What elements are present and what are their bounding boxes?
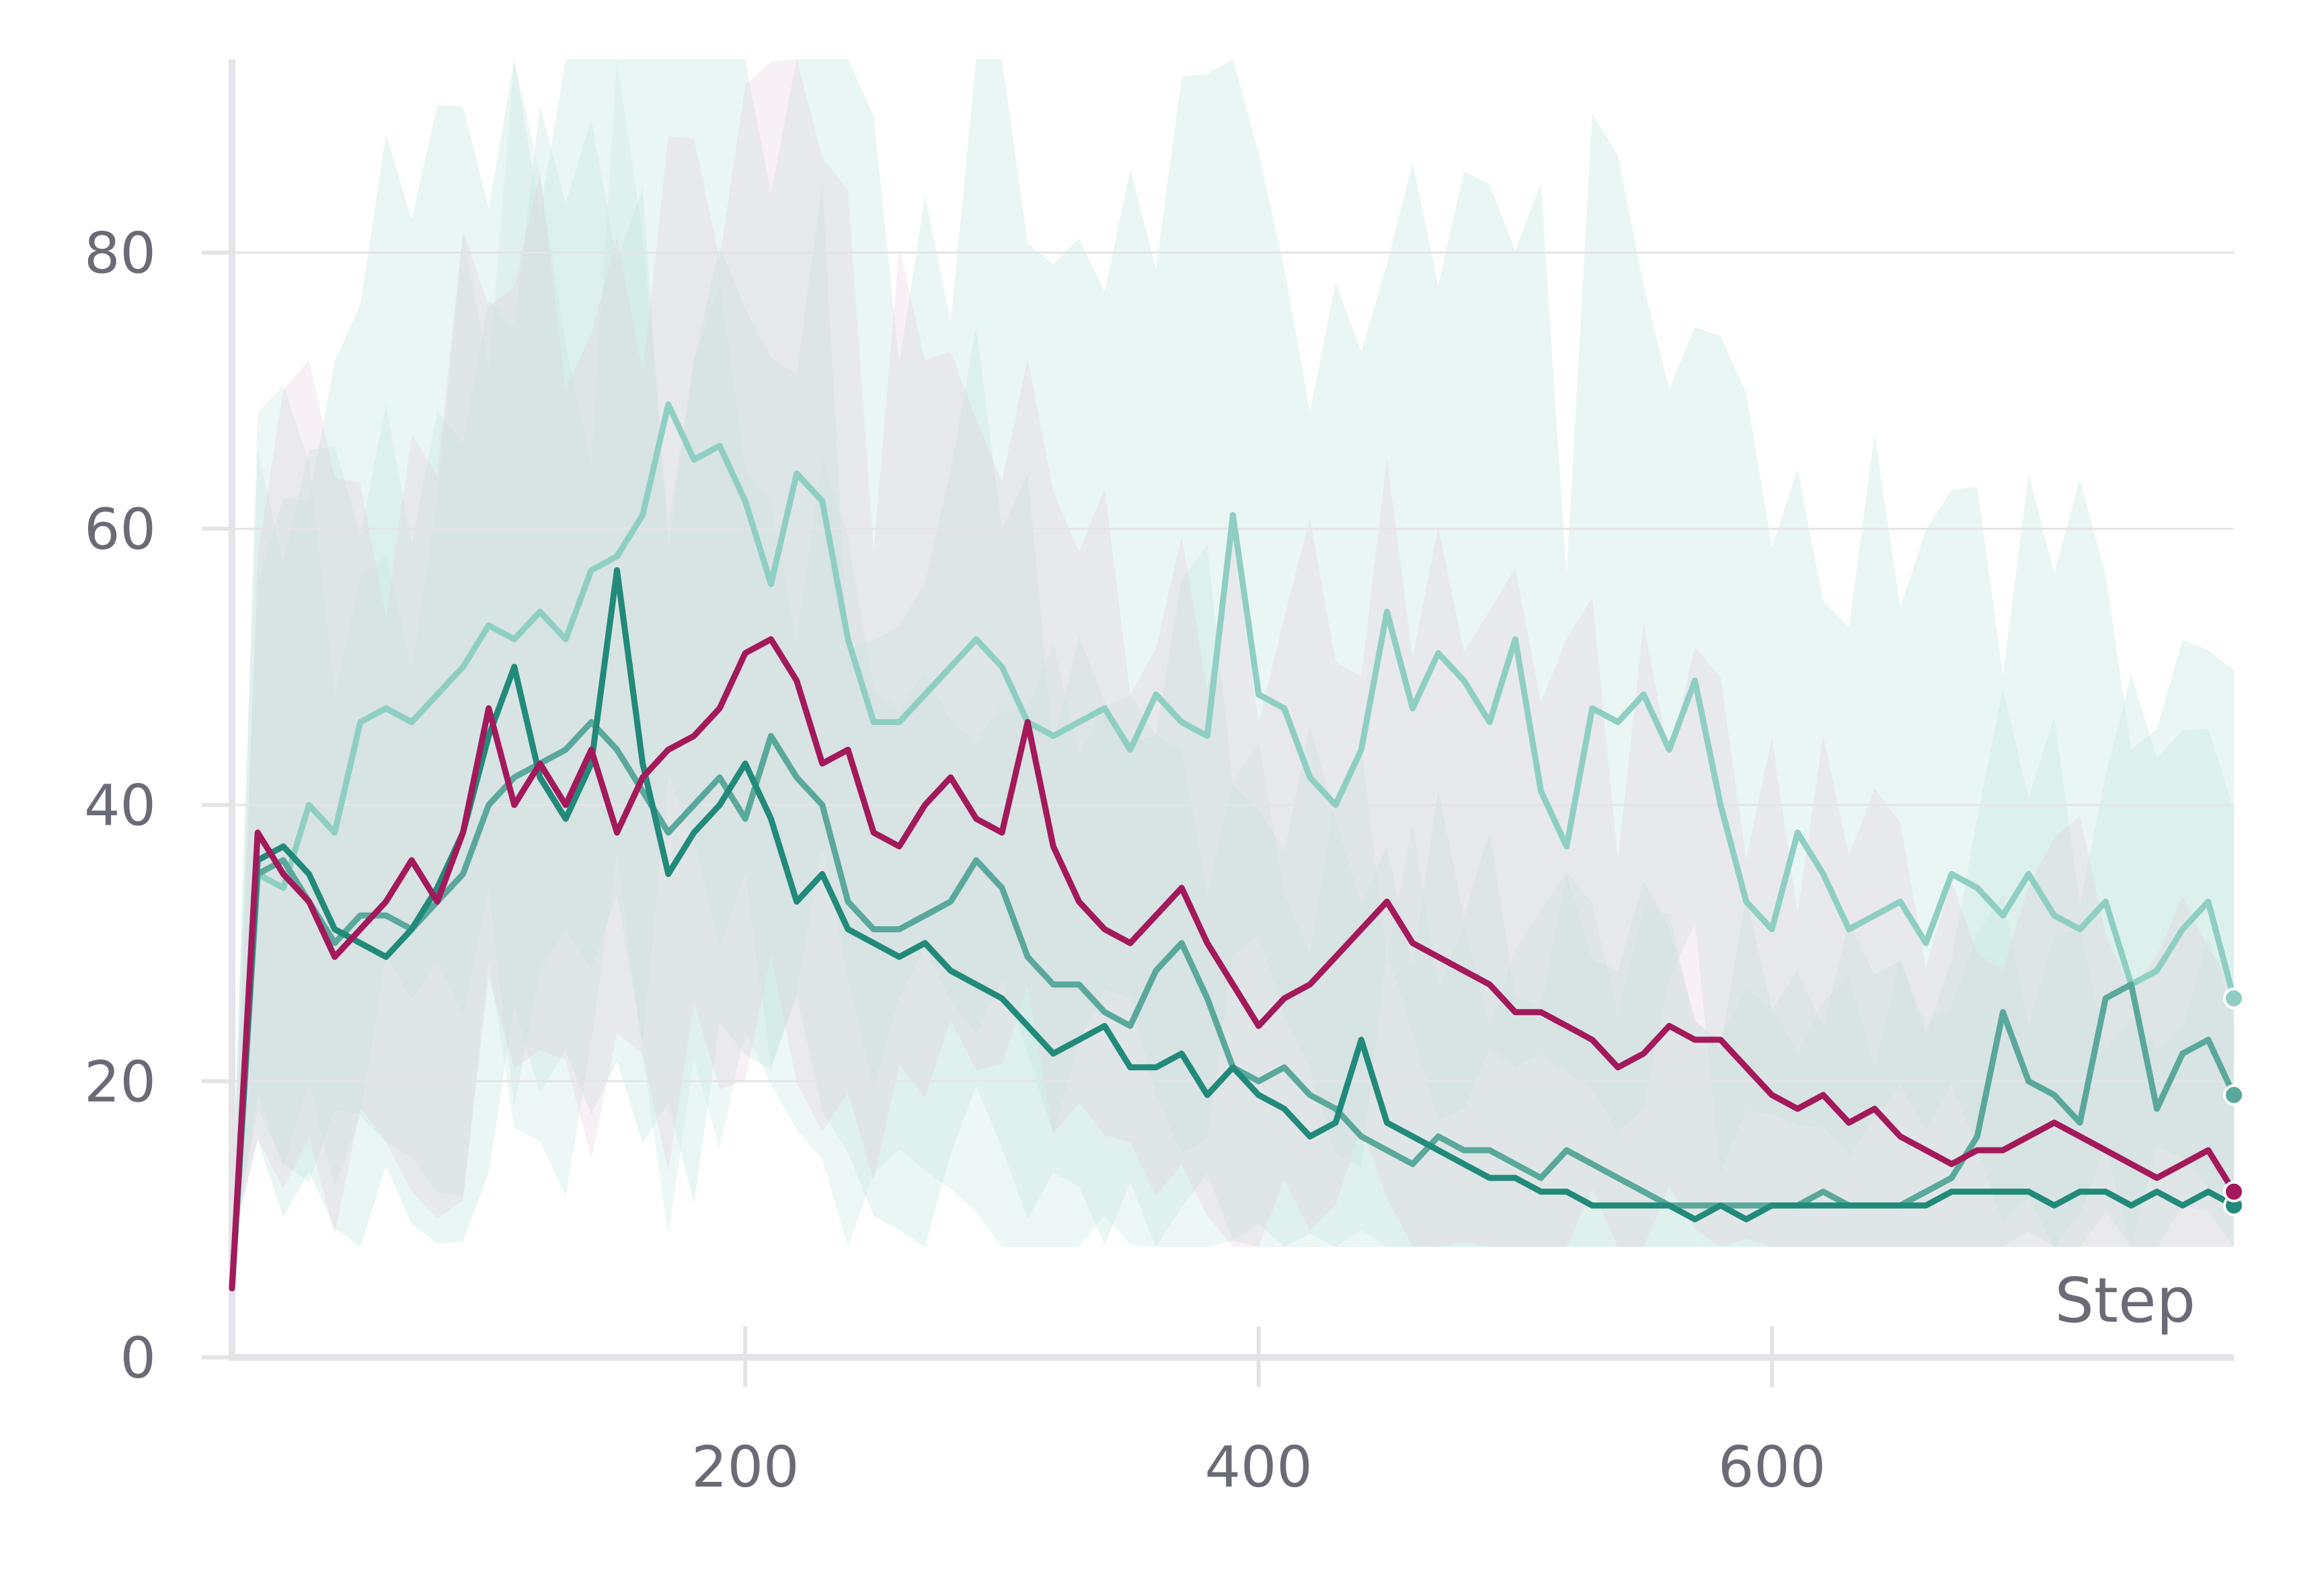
band-series-4 <box>232 59 2234 1262</box>
variance-bands <box>232 59 2234 1262</box>
x-tick-label-200: 200 <box>691 1434 799 1500</box>
y-tick-label-0: 0 <box>120 1325 156 1391</box>
y-tick-label-80: 80 <box>84 220 156 286</box>
series-lines <box>229 401 2237 1291</box>
x-tick-label-600: 600 <box>1718 1434 1826 1500</box>
y-ticks: 0 20 40 60 80 <box>84 220 232 1391</box>
y-tick-label-60: 60 <box>84 496 156 562</box>
series-line-3 <box>229 567 2237 1291</box>
axes <box>229 59 2234 1361</box>
x-tick-label-400: 400 <box>1204 1434 1312 1500</box>
band-series-3 <box>232 59 2234 1247</box>
x-ticks: 200 400 600 <box>691 1326 1826 1500</box>
band-series-1 <box>232 59 2234 1247</box>
x-axis-title: Step <box>2055 1265 2196 1337</box>
series-end-marker-2 <box>2223 1084 2245 1106</box>
end-markers <box>2223 987 2245 1217</box>
series-line-4 <box>229 636 2237 1291</box>
series-end-marker-4 <box>2223 1180 2245 1203</box>
series-end-marker-1 <box>2223 987 2245 1010</box>
y-tick-label-40: 40 <box>84 773 156 839</box>
band-series-2 <box>232 105 2234 1247</box>
series-line-1 <box>229 401 2237 1291</box>
y-tick-label-20: 20 <box>84 1049 156 1115</box>
